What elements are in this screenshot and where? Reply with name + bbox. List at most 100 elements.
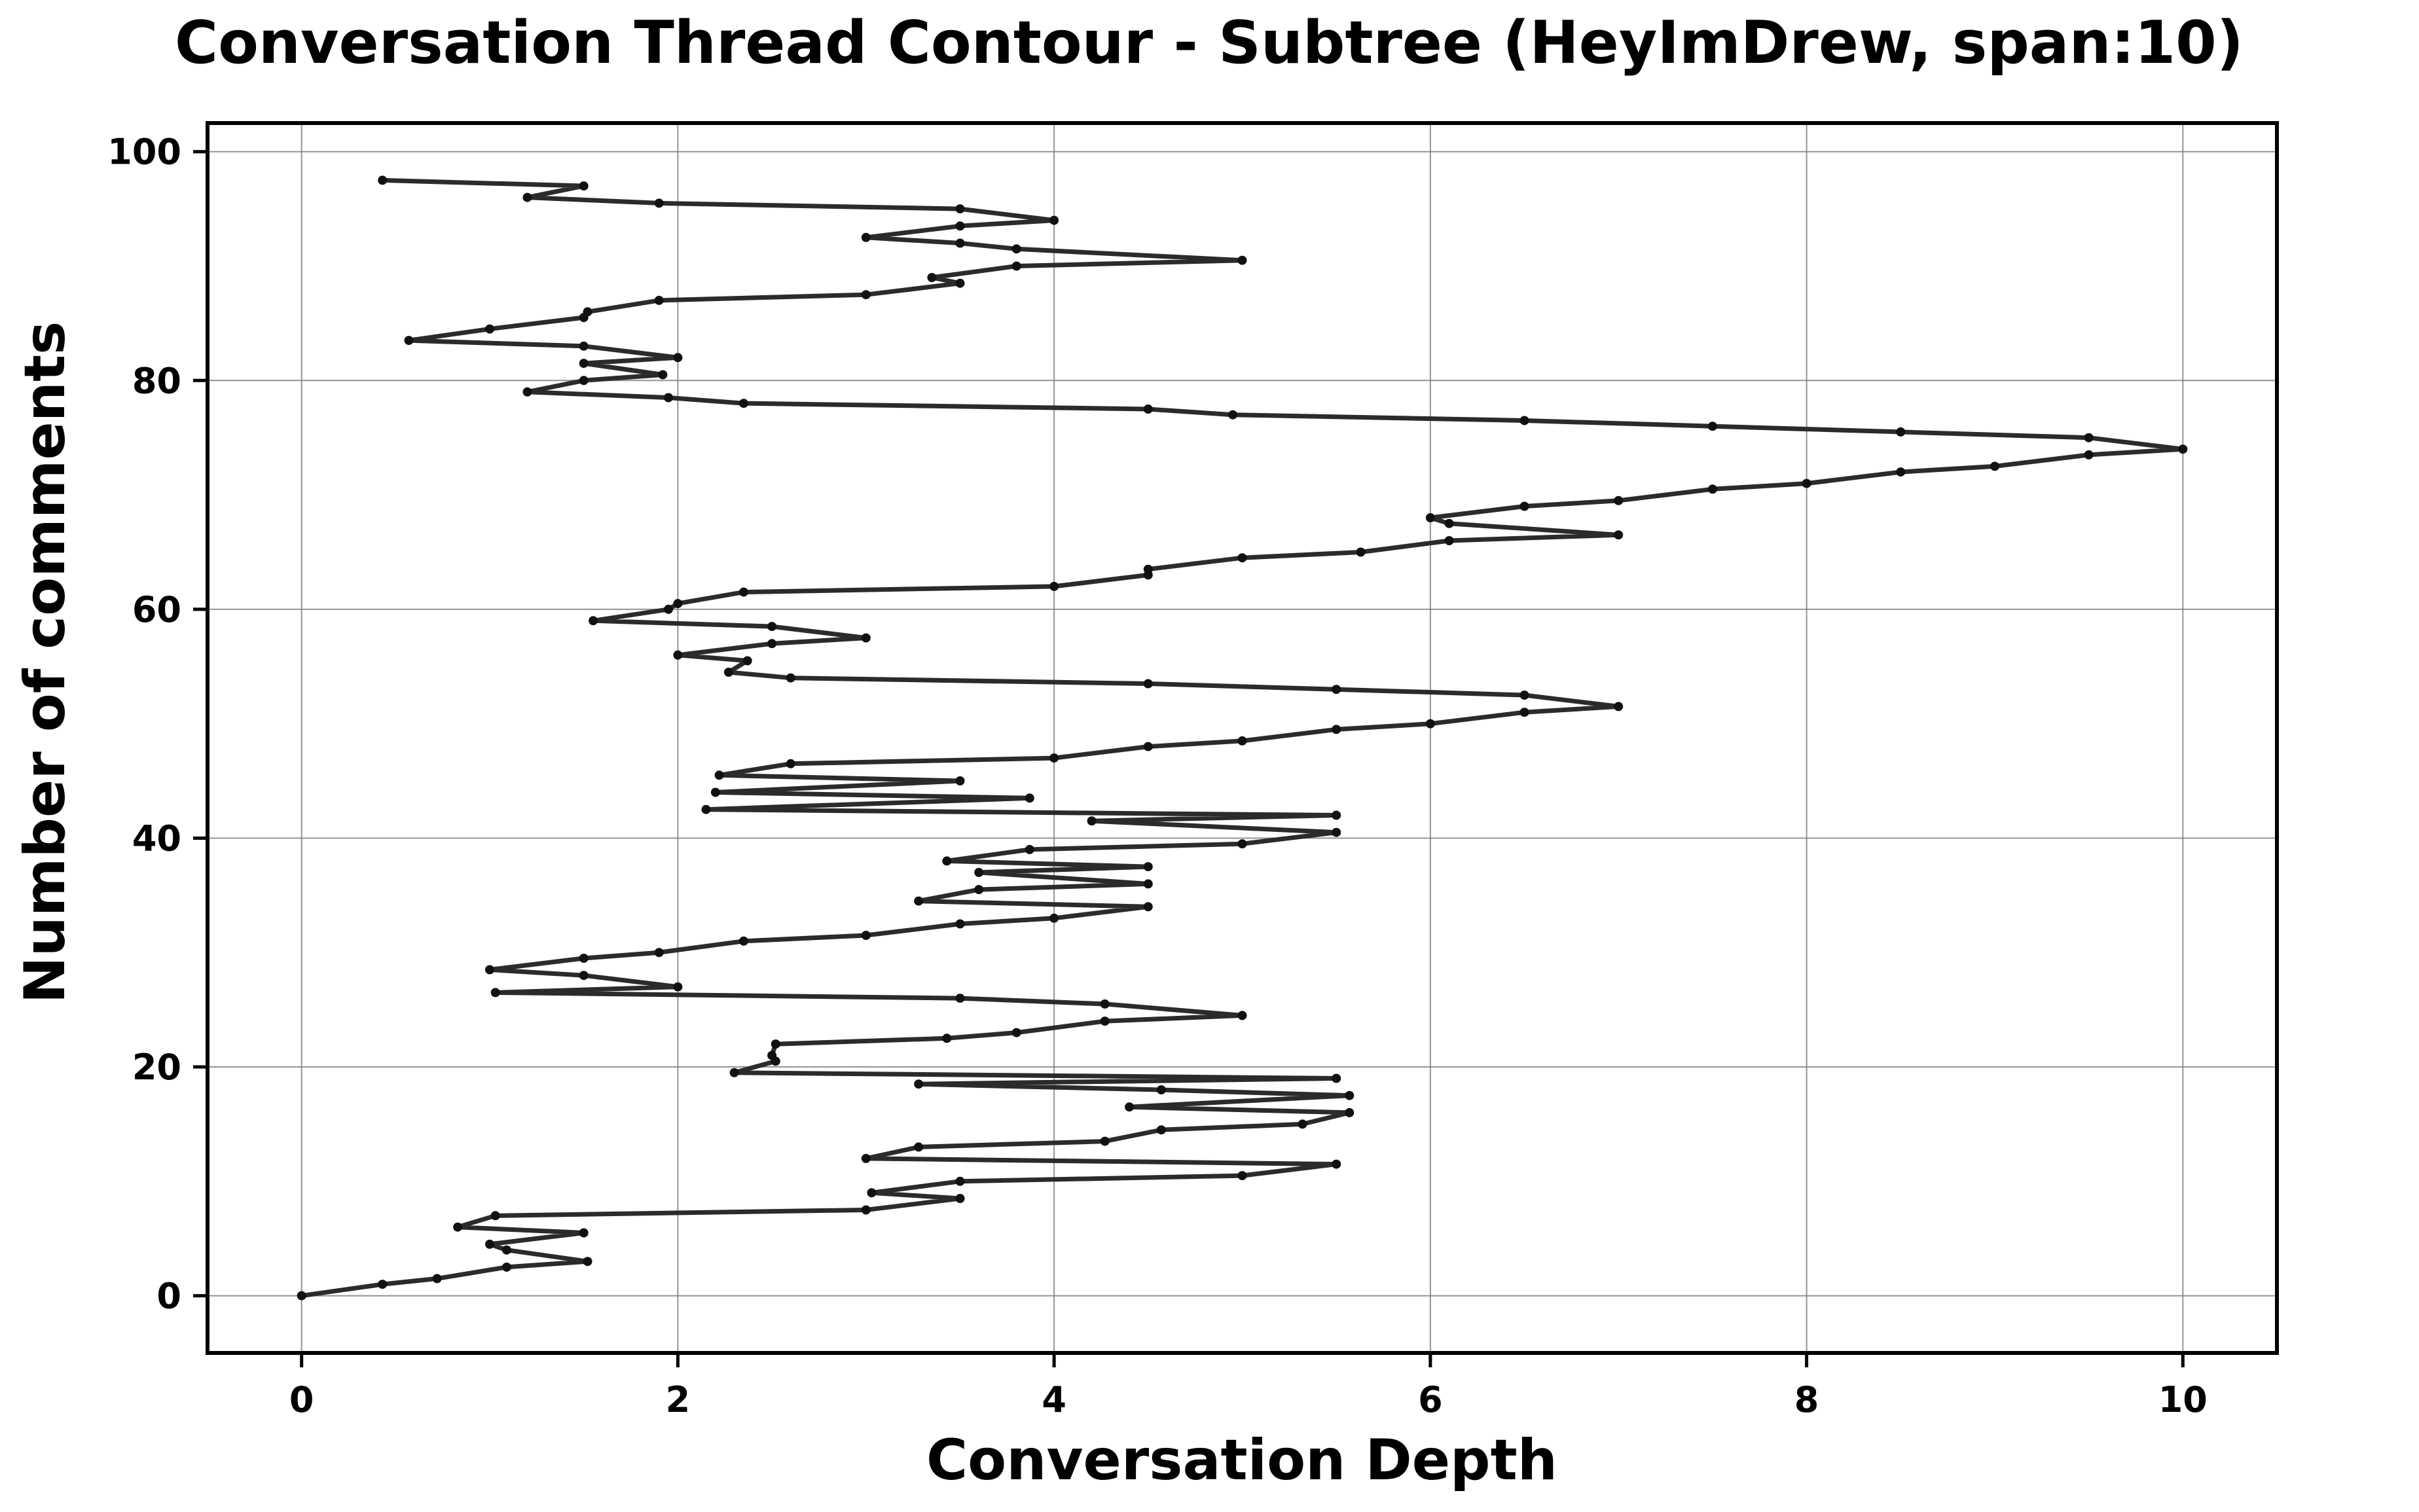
- data-point: [1143, 679, 1153, 689]
- data-point: [861, 1153, 871, 1163]
- data-point: [1011, 261, 1021, 271]
- data-point: [955, 238, 965, 248]
- data-point: [867, 1188, 877, 1198]
- data-point: [1356, 547, 1366, 557]
- data-point: [404, 336, 414, 346]
- data-point: [522, 387, 532, 397]
- data-point: [1519, 416, 1529, 425]
- data-point: [1237, 1011, 1247, 1020]
- data-point: [1990, 461, 1999, 471]
- data-point: [861, 290, 871, 300]
- data-point: [1237, 255, 1247, 265]
- data-point: [1100, 999, 1110, 1009]
- data-point: [1519, 501, 1529, 511]
- data-point: [378, 175, 388, 185]
- data-point: [579, 359, 589, 369]
- data-point: [1049, 753, 1059, 763]
- data-point: [786, 673, 795, 683]
- data-point: [701, 804, 711, 814]
- data-point: [1087, 816, 1097, 826]
- data-point: [955, 919, 965, 929]
- data-point: [673, 650, 683, 660]
- data-point: [724, 668, 733, 677]
- data-point: [1011, 1028, 1021, 1037]
- data-point: [1332, 1159, 1341, 1169]
- data-point: [1237, 736, 1247, 746]
- data-point: [942, 856, 952, 866]
- data-point: [786, 759, 795, 768]
- data-point: [1143, 879, 1153, 889]
- data-point: [1100, 1017, 1110, 1026]
- data-point: [955, 1194, 965, 1203]
- data-point: [2178, 444, 2188, 454]
- data-point: [710, 787, 720, 797]
- data-point: [522, 192, 532, 202]
- chart-title: Conversation Thread Contour - Subtree (H…: [175, 9, 2244, 77]
- data-point: [1237, 839, 1247, 849]
- x-tick-label: 8: [1794, 1379, 1819, 1420]
- data-point: [579, 954, 589, 963]
- data-point: [1049, 913, 1059, 923]
- data-point: [1614, 702, 1624, 711]
- data-point: [432, 1274, 442, 1284]
- data-point: [2084, 450, 2094, 459]
- data-point: [673, 982, 683, 992]
- data-point: [673, 353, 683, 363]
- data-point: [1332, 1073, 1341, 1083]
- data-point: [297, 1291, 306, 1301]
- data-point: [1025, 793, 1034, 803]
- data-point: [673, 599, 683, 609]
- data-point: [1100, 1136, 1110, 1146]
- y-tick-label: 40: [132, 818, 181, 859]
- data-point: [453, 1222, 463, 1232]
- data-point: [485, 324, 494, 334]
- data-point: [1228, 410, 1238, 420]
- data-point: [1049, 581, 1059, 591]
- data-point: [654, 198, 664, 208]
- data-point: [589, 616, 598, 626]
- data-point: [1332, 685, 1341, 694]
- data-point: [658, 370, 668, 380]
- data-point: [1444, 536, 1454, 545]
- data-point: [955, 994, 965, 1003]
- x-axis-label: Conversation Depth: [926, 1428, 1557, 1493]
- x-tick-label: 6: [1418, 1379, 1443, 1420]
- data-point: [767, 639, 777, 649]
- data-point: [1802, 478, 1811, 488]
- data-point: [1143, 902, 1153, 912]
- x-tick-label: 4: [1042, 1379, 1066, 1420]
- data-point: [767, 1051, 777, 1060]
- data-point: [914, 1142, 924, 1152]
- data-point: [1707, 484, 1717, 494]
- data-point: [664, 393, 673, 403]
- y-tick-label: 60: [132, 589, 181, 630]
- data-point: [579, 341, 589, 351]
- data-point: [1425, 719, 1435, 729]
- data-point: [1519, 708, 1529, 717]
- data-point: [1345, 1090, 1355, 1100]
- data-point: [2084, 433, 2094, 442]
- data-point: [714, 770, 724, 780]
- data-point: [1425, 513, 1435, 522]
- data-point: [490, 1211, 500, 1221]
- data-point: [654, 295, 664, 305]
- data-point: [771, 1039, 780, 1049]
- data-point: [1143, 405, 1153, 414]
- data-point: [974, 867, 984, 877]
- data-point: [955, 204, 965, 214]
- data-point: [1707, 422, 1717, 431]
- data-point: [739, 399, 748, 408]
- data-point: [1237, 553, 1247, 563]
- data-point: [955, 1176, 965, 1186]
- data-point: [1345, 1107, 1355, 1117]
- y-tick-label: 80: [132, 360, 181, 401]
- data-point: [378, 1280, 388, 1289]
- x-tick-label: 2: [666, 1379, 691, 1420]
- data-point: [1298, 1119, 1307, 1129]
- data-point: [1011, 244, 1021, 254]
- data-point: [739, 587, 748, 597]
- data-point: [579, 1228, 589, 1238]
